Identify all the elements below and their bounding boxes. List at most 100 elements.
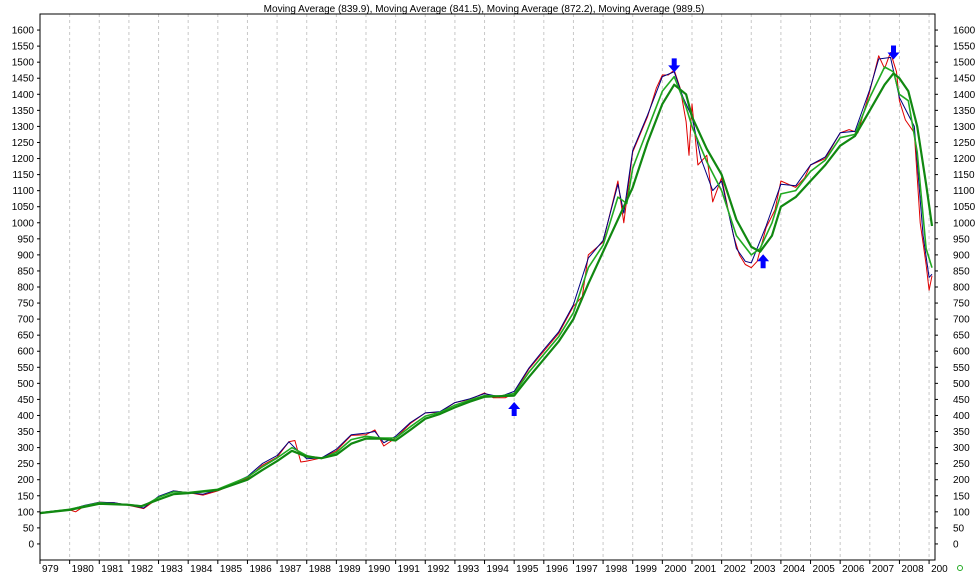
y-tick-label-right: 1300 — [953, 122, 976, 133]
series-line-4 — [39, 72, 934, 515]
y-tick-label-left: 300 — [17, 443, 34, 454]
y-tick-label-left: 650 — [17, 331, 34, 342]
y-tick-label-right: 100 — [953, 507, 970, 518]
x-tick-label: 1981 — [101, 564, 124, 574]
x-tick-label: 1990 — [368, 564, 391, 574]
y-tick-label-right: 1050 — [953, 202, 976, 213]
y-tick-label-right: 850 — [953, 266, 970, 277]
y-tick-label-left: 1500 — [12, 58, 35, 69]
y-tick-label-left: 50 — [23, 523, 35, 534]
y-tick-label-left: 500 — [17, 379, 34, 390]
x-tick-label: 2004 — [783, 564, 806, 574]
x-tick-label: 2006 — [842, 564, 865, 574]
x-tick-label: 2001 — [694, 564, 717, 574]
y-tick-label-left: 1600 — [12, 26, 35, 37]
y-tick-label-right: 450 — [953, 395, 970, 406]
y-tick-label-left: 1200 — [12, 154, 35, 165]
series-layer — [39, 52, 934, 515]
y-tick-label-left: 1400 — [12, 90, 35, 101]
y-tick-label-left: 0 — [28, 539, 34, 550]
y-tick-label-right: 1100 — [953, 186, 975, 197]
y-tick-label-left: 850 — [17, 266, 34, 277]
y-tick-label-right: 400 — [953, 411, 970, 422]
x-tick-label: 2007 — [872, 564, 895, 574]
y-tick-label-right: 550 — [953, 363, 970, 374]
x-tick-label: 1992 — [427, 564, 450, 574]
x-tick-label: 1997 — [575, 564, 598, 574]
x-tick-label: 1985 — [220, 564, 243, 574]
status-dot-icon — [957, 565, 963, 571]
y-tick-label-right: 1000 — [953, 218, 976, 229]
x-tick-label: 1983 — [161, 564, 184, 574]
y-tick-label-left: 1050 — [12, 202, 35, 213]
up-arrow-icon-3 — [757, 254, 770, 269]
y-tick-label-left: 1450 — [12, 74, 35, 85]
y-tick-label-left: 250 — [17, 459, 34, 470]
y-tick-label-right: 500 — [953, 379, 970, 390]
y-tick-label-right: 750 — [953, 299, 970, 310]
x-tick-label: 979 — [42, 564, 59, 574]
x-tick-label: 200 — [931, 564, 948, 574]
x-tick-label: 1984 — [190, 564, 213, 574]
x-tick-label: 2000 — [664, 564, 687, 574]
x-tick-label: 1998 — [605, 564, 628, 574]
y-tick-label-left: 150 — [17, 491, 34, 502]
axis-layer: 979 1980 1981 1982 1983 1984 1985 1986 1987 1988 1… — [12, 13, 976, 574]
y-tick-label-left: 1300 — [12, 122, 35, 133]
y-tick-label-right: 1600 — [953, 26, 976, 37]
series-line-2 — [39, 56, 933, 514]
y-tick-label-right: 1550 — [953, 42, 976, 53]
y-tick-label-right: 950 — [953, 234, 970, 245]
y-tick-label-left: 700 — [17, 315, 34, 326]
y-tick-label-right: 1250 — [953, 138, 976, 149]
up-arrow-icon-1 — [508, 402, 521, 417]
y-tick-label-left: 600 — [17, 347, 34, 358]
y-tick-label-right: 1200 — [953, 154, 976, 165]
y-tick-label-left: 1350 — [12, 106, 35, 117]
x-tick-label: 1988 — [309, 564, 332, 574]
x-tick-label: 1996 — [546, 564, 569, 574]
plot-frame — [39, 13, 936, 561]
annotation-layer — [508, 45, 900, 417]
x-tick-label: 2008 — [901, 564, 924, 574]
x-tick-label: 1980 — [72, 564, 95, 574]
down-arrow-icon-2 — [668, 58, 681, 73]
y-tick-label-left: 100 — [17, 507, 34, 518]
series-line-3 — [39, 66, 933, 514]
x-tick-label: 1994 — [487, 564, 510, 574]
x-tick-label: 1993 — [457, 564, 480, 574]
y-tick-label-left: 1250 — [12, 138, 35, 149]
y-tick-label-right: 700 — [953, 315, 970, 326]
y-tick-label-left: 950 — [17, 234, 34, 245]
y-tick-label-right: 1150 — [953, 170, 975, 181]
x-tick-label: 1986 — [249, 564, 272, 574]
y-tick-label-right: 1350 — [953, 106, 976, 117]
y-tick-label-left: 1550 — [12, 42, 35, 53]
y-tick-label-right: 600 — [953, 347, 970, 358]
x-tick-label: 2005 — [813, 564, 836, 574]
x-tick-label: 1982 — [131, 564, 154, 574]
y-tick-label-left: 550 — [17, 363, 34, 374]
y-tick-label-right: 300 — [953, 443, 970, 454]
y-tick-label-left: 350 — [17, 427, 34, 438]
y-tick-label-left: 400 — [17, 411, 34, 422]
y-tick-label-right: 650 — [953, 331, 970, 342]
y-tick-label-right: 800 — [953, 283, 970, 294]
y-tick-label-left: 750 — [17, 299, 34, 310]
y-tick-label-left: 200 — [17, 475, 34, 486]
x-tick-label: 1989 — [338, 564, 361, 574]
y-tick-label-right: 1500 — [953, 58, 976, 69]
y-tick-label-right: 1400 — [953, 90, 976, 101]
down-arrow-icon-4 — [887, 45, 900, 60]
chart-title: Moving Average (839.9), Moving Average (… — [264, 4, 705, 15]
y-tick-label-right: 900 — [953, 250, 970, 261]
y-tick-label-left: 900 — [17, 250, 34, 261]
x-tick-label: 1991 — [398, 564, 421, 574]
y-tick-label-left: 1100 — [12, 186, 34, 197]
y-tick-label-right: 350 — [953, 427, 970, 438]
x-tick-label: 2003 — [753, 564, 776, 574]
y-tick-label-right: 200 — [953, 475, 970, 486]
y-tick-label-left: 450 — [17, 395, 34, 406]
